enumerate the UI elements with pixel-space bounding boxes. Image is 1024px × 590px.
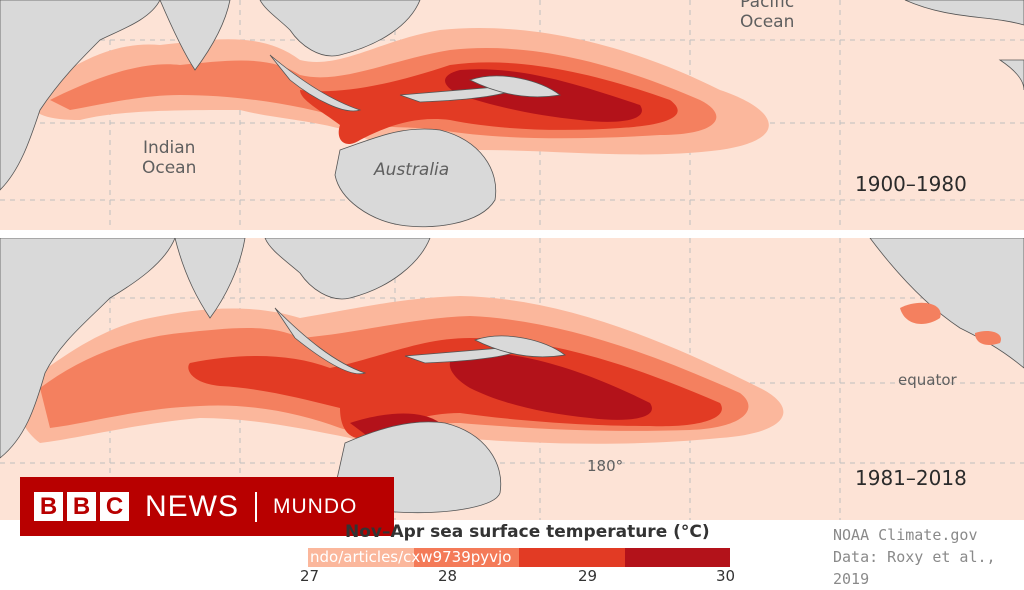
australia-label: Australia [374,160,450,180]
credit-line-2: Data: Roxy et al., 2019 [833,548,996,588]
credits: NOAA Climate.gov Data: Roxy et al., 2019 [833,524,1024,590]
indian-ocean-label: Indian Ocean [142,138,197,178]
legend-tick-29: 29 [578,567,598,585]
sst-map-top [0,0,1024,230]
equator-label: equator [898,371,957,389]
bbc-letter-c: C [100,492,129,521]
map-panel-1900-1980: Pacific Ocean Indian Ocean Australia 190… [0,0,1024,230]
legend-swatch-3 [519,548,625,567]
dateline-label: 180° [587,457,624,475]
map-panel-1981-2018: equator 180° 1981–2018 [0,238,1024,520]
pacific-ocean-label: Pacific Ocean [740,0,795,32]
legend-title: Nov–Apr sea surface temperature (°C) [345,522,710,542]
legend-swatch-4 [624,548,730,567]
period-label-bottom: 1981–2018 [855,466,967,490]
legend-swatch-1 [308,548,414,567]
bbc-letter-b2: B [67,492,96,521]
legend-tick-28: 28 [438,567,458,585]
url-watermark: ndo/articles/cxw9739pyvjo [310,548,512,566]
sst-map-bottom [0,238,1024,520]
logo-mundo-text: MUNDO [273,494,358,518]
credit-line-1: NOAA Climate.gov [833,526,978,544]
bbc-letter-b1: B [34,492,63,521]
legend-swatch-2 [413,548,519,567]
logo-news-text: NEWS [145,489,239,523]
legend-tick-27: 27 [300,567,320,585]
bbc-news-mundo-logo: B B C NEWS MUNDO [20,477,394,536]
legend-tick-30: 30 [716,567,736,585]
period-label-top: 1900–1980 [855,172,967,196]
legend-color-bar [308,548,730,567]
logo-divider [255,491,257,522]
